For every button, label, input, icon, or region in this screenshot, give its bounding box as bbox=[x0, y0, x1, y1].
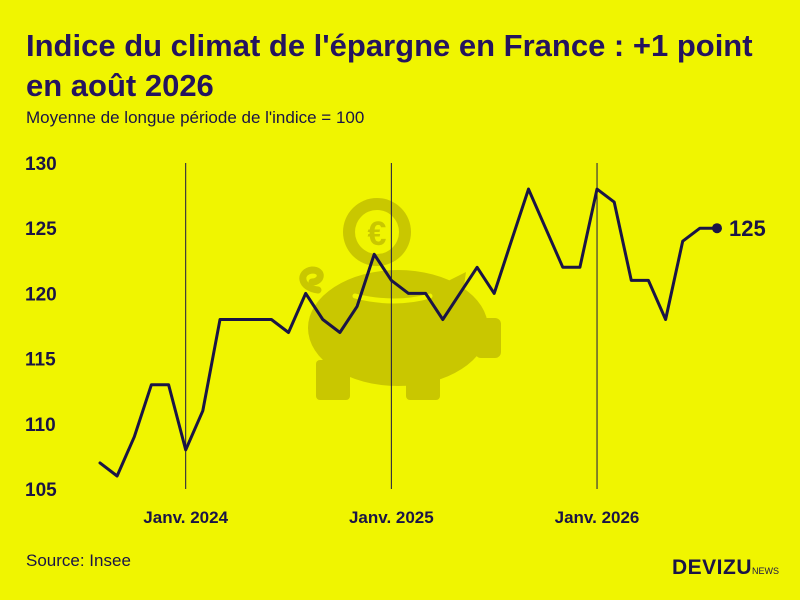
logo-sub: NEWS bbox=[752, 566, 780, 576]
x-tick-label: Janv. 2025 bbox=[349, 508, 434, 527]
x-tick-label: Janv. 2026 bbox=[555, 508, 640, 527]
y-tick-label: 120 bbox=[25, 284, 57, 305]
y-tick-label: 105 bbox=[25, 480, 57, 501]
brand-logo: DEVIZUNEWS bbox=[672, 556, 779, 580]
chart-subtitle: Moyenne de longue période de l'indice = … bbox=[26, 108, 365, 127]
piggy-bank-euro-icon: € bbox=[299, 198, 501, 400]
y-tick-label: 130 bbox=[25, 154, 57, 175]
y-tick-label: 110 bbox=[25, 415, 56, 436]
logo-main: DEVIZU bbox=[672, 556, 753, 579]
svg-text:€: € bbox=[368, 215, 387, 253]
end-value-label: 125 bbox=[729, 216, 766, 241]
y-tick-label: 115 bbox=[25, 350, 56, 371]
series-line bbox=[98, 187, 719, 478]
end-point-marker bbox=[712, 223, 722, 234]
source-note: Source: Insee bbox=[26, 551, 131, 570]
y-tick-label: 125 bbox=[25, 219, 57, 240]
chart-title: Indice du climat de l'épargne en France … bbox=[26, 28, 753, 103]
x-tick-label: Janv. 2024 bbox=[143, 508, 228, 527]
